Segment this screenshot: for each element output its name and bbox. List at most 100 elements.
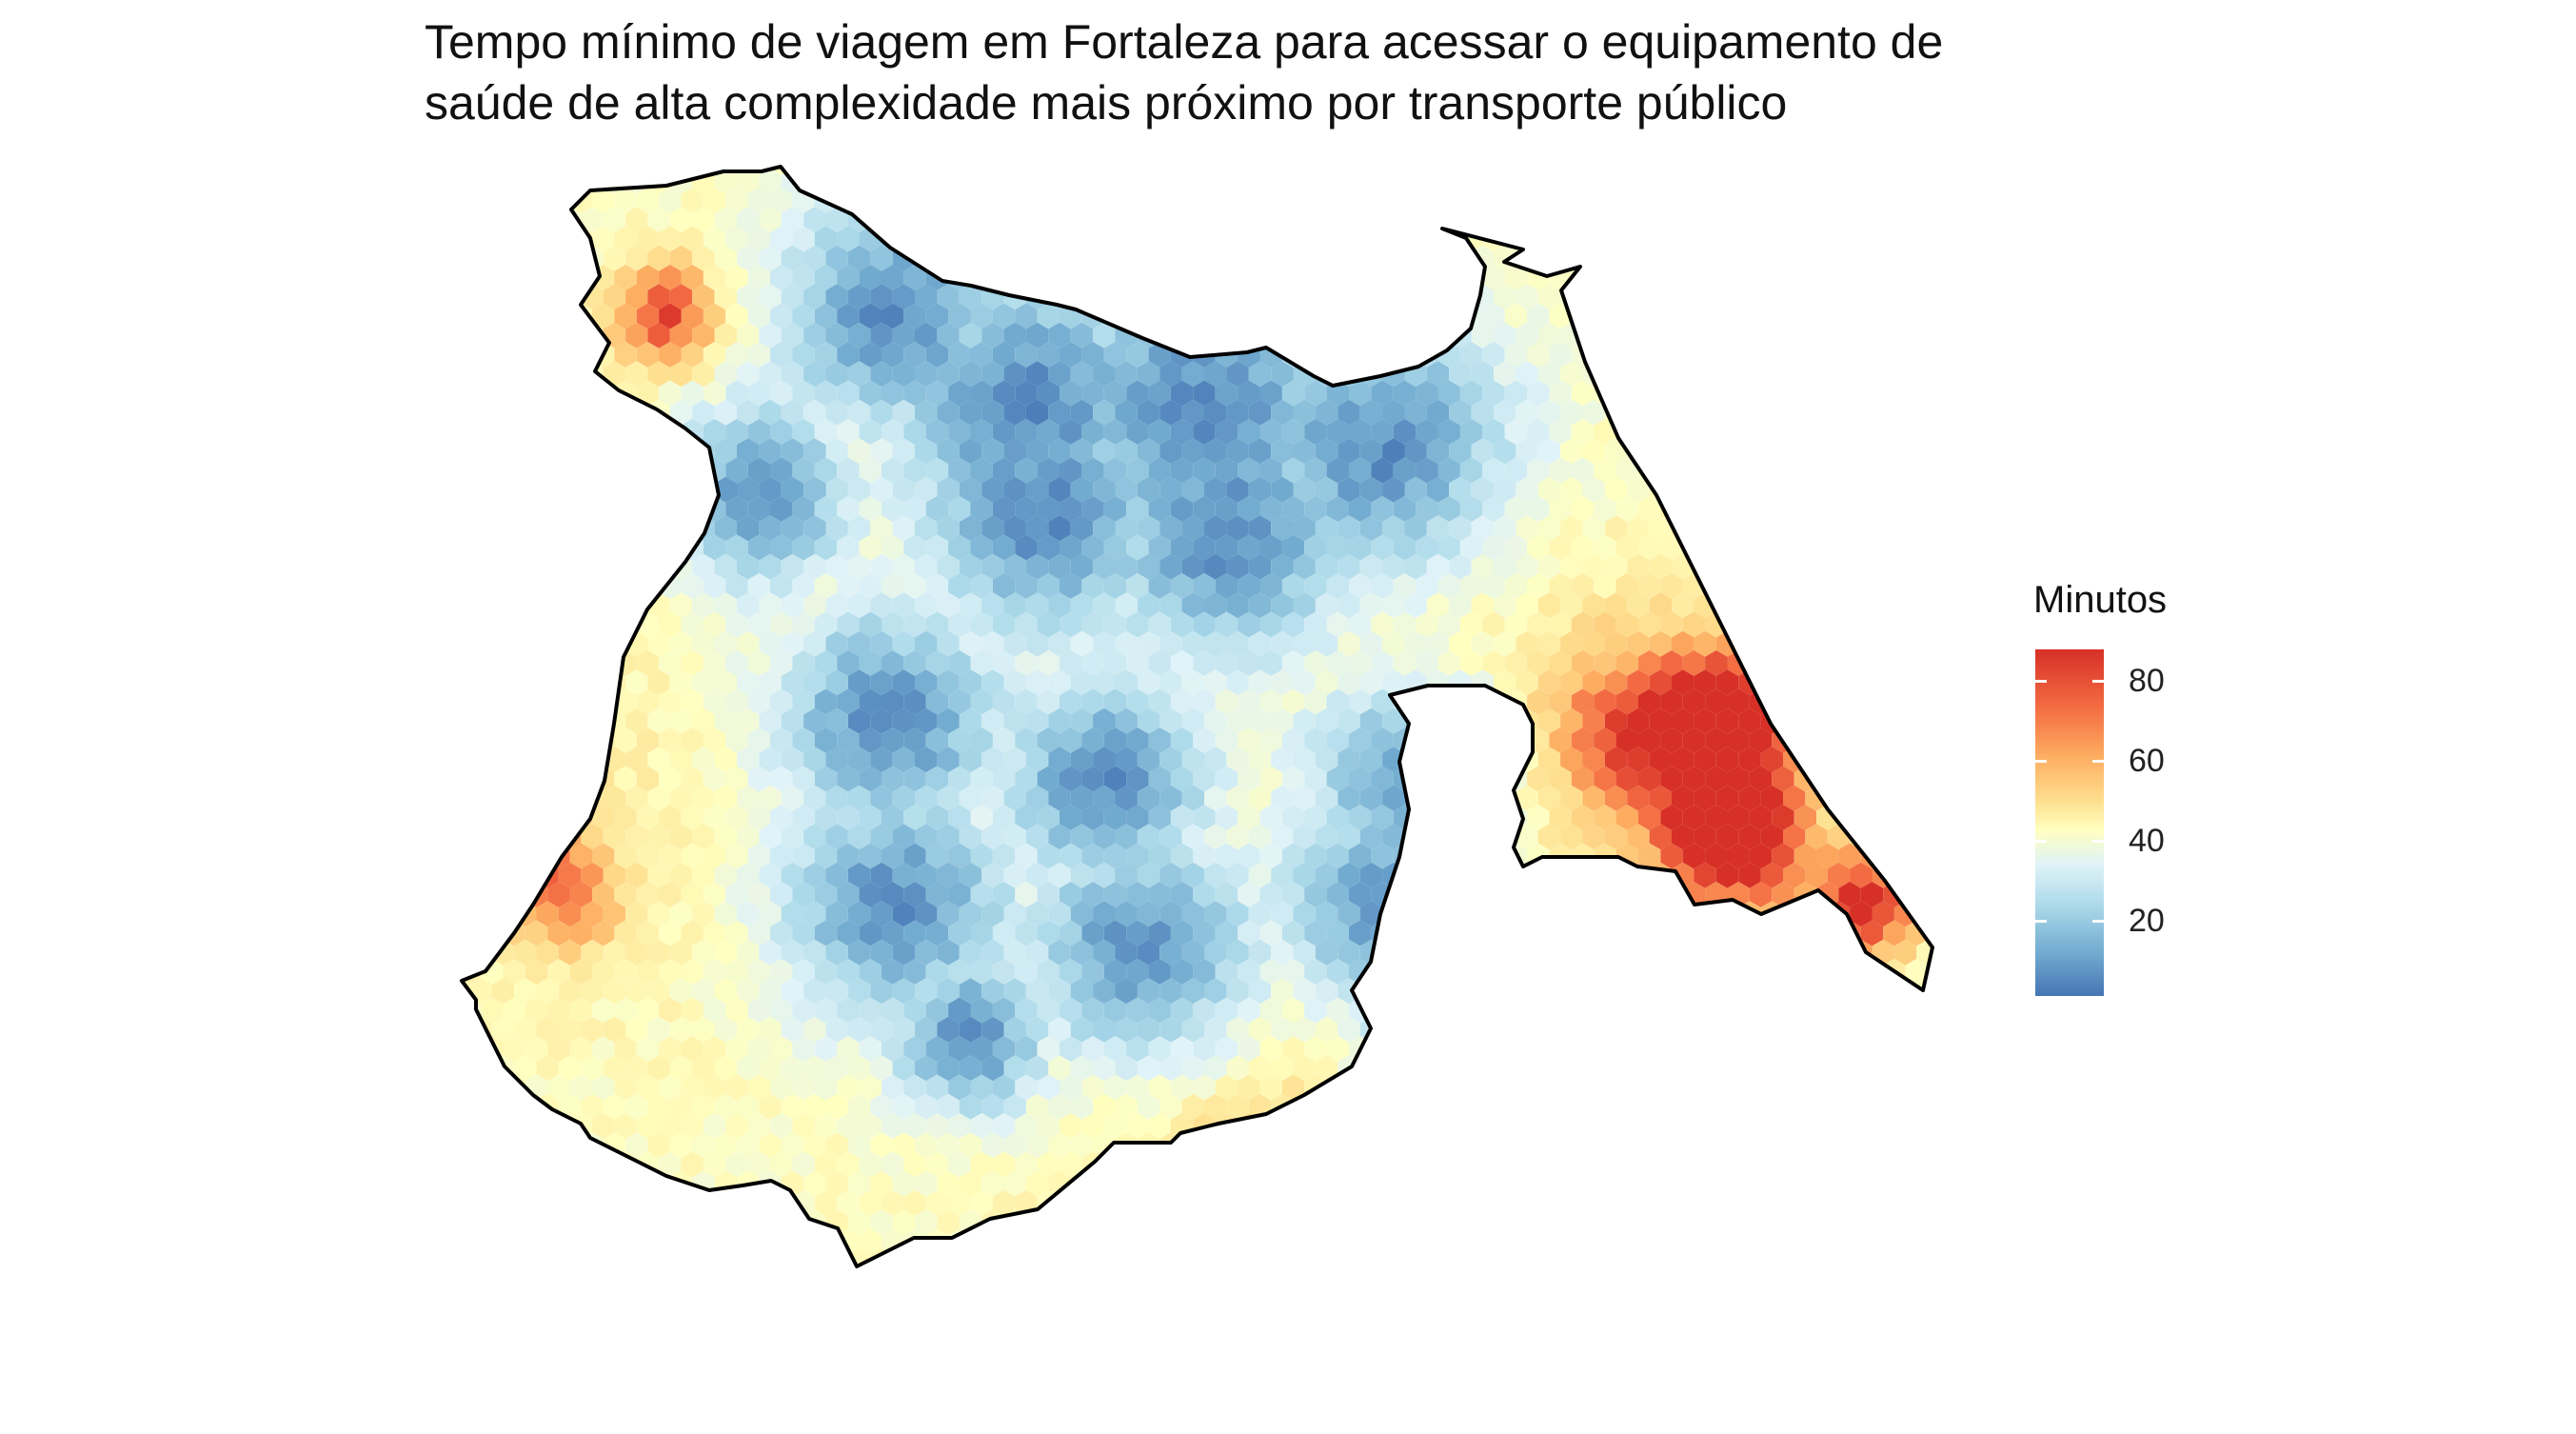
hex-cell xyxy=(1494,515,1516,542)
hex-cell xyxy=(970,496,993,522)
hex-cell xyxy=(1282,1267,1304,1293)
hex-cell xyxy=(1371,534,1394,561)
hex-cell xyxy=(725,1267,747,1293)
hex-cell xyxy=(1594,650,1616,676)
hex-cell xyxy=(1672,399,1694,426)
hex-cell xyxy=(870,592,893,619)
hex-cell xyxy=(1371,1228,1394,1255)
hex-cell xyxy=(970,167,993,175)
hex-cell xyxy=(1738,592,1761,619)
hex-cell xyxy=(1159,978,1182,1005)
hex-cell xyxy=(937,901,960,927)
legend-tick-label: 20 xyxy=(2129,902,2165,939)
hex-cell xyxy=(1527,882,1550,907)
hex-cell xyxy=(1838,1190,1861,1216)
hex-cell xyxy=(714,824,737,850)
hex-cell xyxy=(692,747,715,773)
hex-cell xyxy=(1471,939,1494,966)
hex-cell xyxy=(525,843,548,869)
hex-cell xyxy=(959,939,982,966)
hex-cell xyxy=(1850,1209,1873,1236)
hex-cell xyxy=(614,342,637,368)
hex-cell xyxy=(1927,611,1932,638)
hex-cell xyxy=(1694,978,1716,1005)
hex-cell xyxy=(1459,1113,1483,1139)
hex-cell xyxy=(1594,1228,1616,1255)
hex-cell xyxy=(737,322,760,349)
hex-cell xyxy=(636,920,660,946)
hex-cell xyxy=(759,1286,781,1312)
hex-cell xyxy=(1449,1093,1472,1120)
hex-cell xyxy=(625,1132,648,1159)
hex-cell xyxy=(1382,1016,1405,1043)
hex-cell xyxy=(837,1036,860,1062)
hex-cell xyxy=(1015,226,1038,252)
hex-cell xyxy=(725,766,748,792)
hex-cell xyxy=(1238,920,1260,946)
hex-cell xyxy=(1238,573,1260,599)
hex-cell xyxy=(1037,1074,1060,1101)
hex-cell xyxy=(1828,1364,1850,1389)
hex-cell xyxy=(747,573,770,599)
hex-cell xyxy=(1805,438,1828,465)
hex-cell xyxy=(681,843,703,869)
hex-cell xyxy=(1838,1113,1861,1139)
hex-cell xyxy=(925,650,949,676)
hex-cell xyxy=(1605,1286,1627,1312)
hex-cell xyxy=(1181,592,1204,619)
hex-cell xyxy=(1281,997,1305,1024)
hex-cell xyxy=(1682,188,1706,213)
hex-cell xyxy=(1571,650,1595,676)
hex-cell xyxy=(803,901,826,927)
hex-cell xyxy=(1571,920,1595,946)
hex-cell xyxy=(481,805,504,830)
hex-cell xyxy=(1560,438,1583,465)
hex-cell xyxy=(1148,1074,1171,1101)
hex-cell xyxy=(948,303,971,329)
hex-cell xyxy=(1338,399,1360,426)
hex-cell xyxy=(462,1228,482,1255)
hex-cell xyxy=(847,1055,871,1082)
hex-cell xyxy=(714,747,737,773)
hex-cell xyxy=(1148,882,1171,907)
hex-cell xyxy=(1715,1209,1739,1236)
hex-cell xyxy=(725,188,748,213)
hex-cell xyxy=(1805,1055,1828,1082)
hex-cell xyxy=(1715,361,1739,388)
hex-cell xyxy=(462,1055,470,1082)
hex-cell xyxy=(1805,747,1828,773)
hex-cell xyxy=(1494,1170,1516,1197)
hex-cell xyxy=(1471,1132,1494,1159)
hex-cell xyxy=(882,727,904,753)
hex-cell xyxy=(1793,1190,1816,1216)
hex-cell xyxy=(1516,1170,1538,1197)
hex-cell xyxy=(837,1306,859,1332)
hex-cell xyxy=(1582,476,1605,503)
legend-tick-mark xyxy=(2035,760,2047,764)
hex-cell xyxy=(1783,438,1806,465)
hex-cell xyxy=(848,1286,870,1312)
hex-cell xyxy=(737,1364,759,1389)
hex-cell xyxy=(1349,688,1372,715)
hex-cell xyxy=(1906,1306,1928,1332)
hex-cell xyxy=(1003,1247,1026,1266)
hex-cell xyxy=(1805,245,1828,271)
hex-cell xyxy=(1783,707,1806,734)
hex-cell xyxy=(703,611,726,638)
hex-cell xyxy=(1338,592,1360,619)
hex-cell xyxy=(1537,901,1561,927)
hex-cell xyxy=(1905,573,1928,599)
hex-cell xyxy=(1148,457,1171,484)
hex-cell xyxy=(659,496,682,522)
hex-cell xyxy=(1238,1306,1259,1332)
hex-cell xyxy=(903,457,926,484)
hex-cell xyxy=(882,997,904,1024)
hex-cell xyxy=(1259,303,1282,329)
hex-cell xyxy=(469,1247,492,1266)
hex-cell xyxy=(1060,1151,1082,1178)
hex-cell xyxy=(1549,419,1572,445)
hex-cell xyxy=(1248,901,1272,927)
hex-cell xyxy=(436,921,458,946)
hex-cell xyxy=(1627,322,1650,349)
hex-cell xyxy=(1103,226,1127,252)
